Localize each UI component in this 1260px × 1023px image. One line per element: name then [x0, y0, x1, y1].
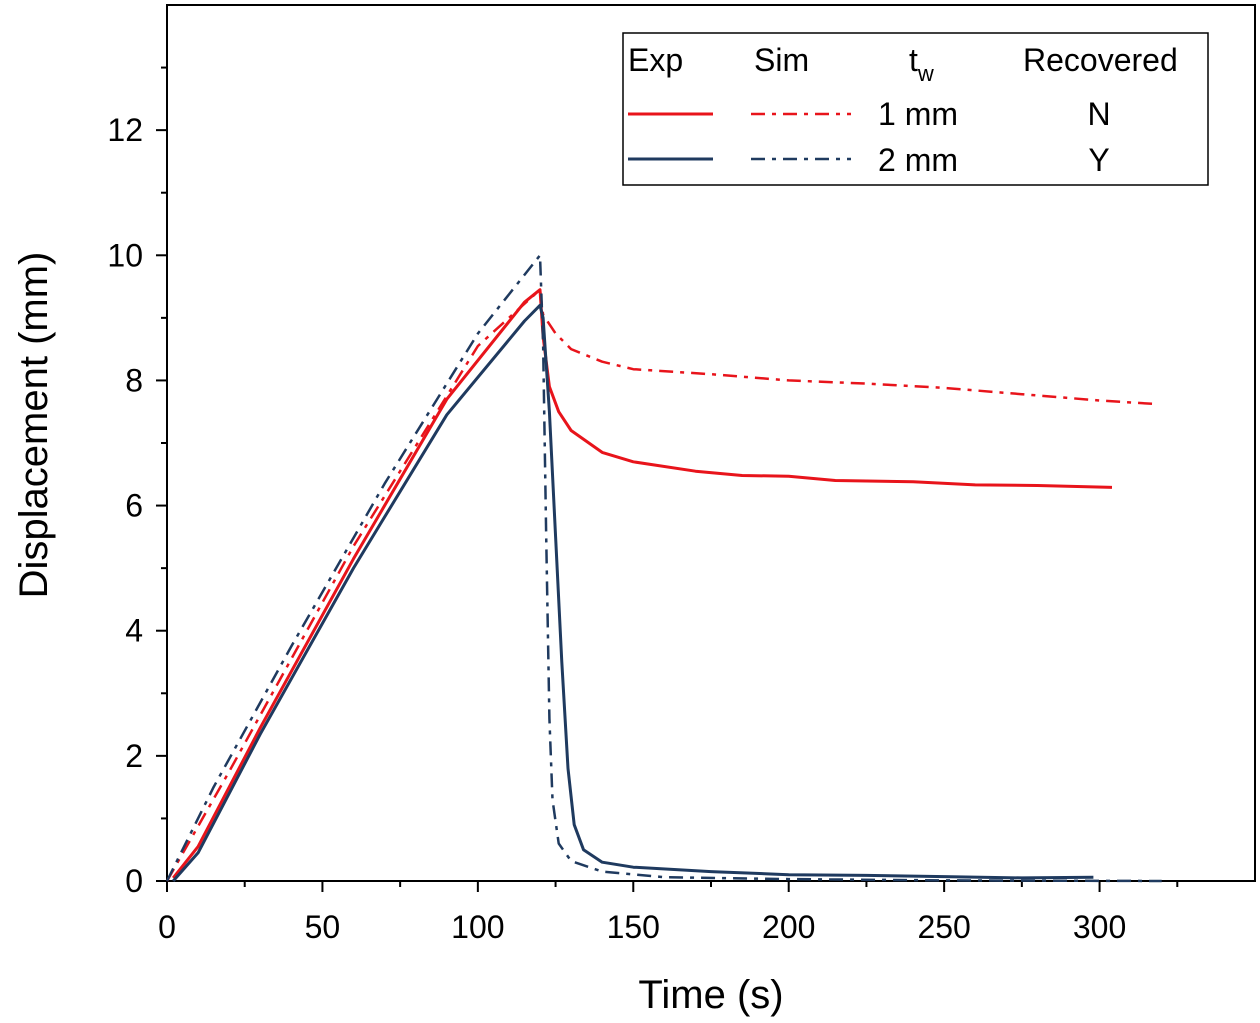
x-tick-label: 100	[451, 909, 504, 945]
legend-box	[622, 32, 1209, 186]
x-tick-label: 150	[607, 909, 660, 945]
legend-row-1-tw: 1 mm	[878, 96, 958, 132]
legend-row-2-tw: 2 mm	[878, 142, 958, 178]
y-tick-label: 0	[125, 863, 143, 899]
legend-header-recovered: Recovered	[1023, 42, 1178, 78]
y-tick-label: 6	[125, 488, 143, 524]
x-tick-label: 50	[305, 909, 341, 945]
y-tick-label: 2	[125, 738, 143, 774]
x-tick-label: 250	[917, 909, 970, 945]
x-axis-label: Time (s)	[638, 973, 783, 1017]
series-line-2	[165, 288, 1159, 882]
y-tick-label: 10	[107, 237, 143, 273]
y-tick-label: 8	[125, 362, 143, 398]
legend-row-1-recovered: N	[1087, 96, 1110, 132]
legend-header-exp: Exp	[628, 42, 683, 78]
legend: Exp Sim tw Recovered 1 mm N 2 mm Y	[622, 32, 1209, 186]
legend-row-2-recovered: Y	[1088, 142, 1109, 178]
y-tick-label: 12	[107, 112, 143, 148]
series-line-1	[172, 288, 1113, 879]
y-axis-label: Displacement (mm)	[12, 252, 56, 599]
series-group	[165, 254, 1162, 883]
legend-header-tw: tw	[909, 42, 934, 86]
series-line-4	[165, 254, 1162, 883]
y-tick-label: 4	[125, 613, 143, 649]
x-tick-label: 200	[762, 909, 815, 945]
axis-ticks: 0 50 100 150 200 250 300 0 2 4 6 8 10 12	[107, 66, 1179, 945]
series-line-3	[172, 303, 1094, 882]
x-tick-label: 300	[1073, 909, 1126, 945]
legend-header-sim: Sim	[754, 42, 809, 78]
x-tick-label: 0	[158, 909, 176, 945]
